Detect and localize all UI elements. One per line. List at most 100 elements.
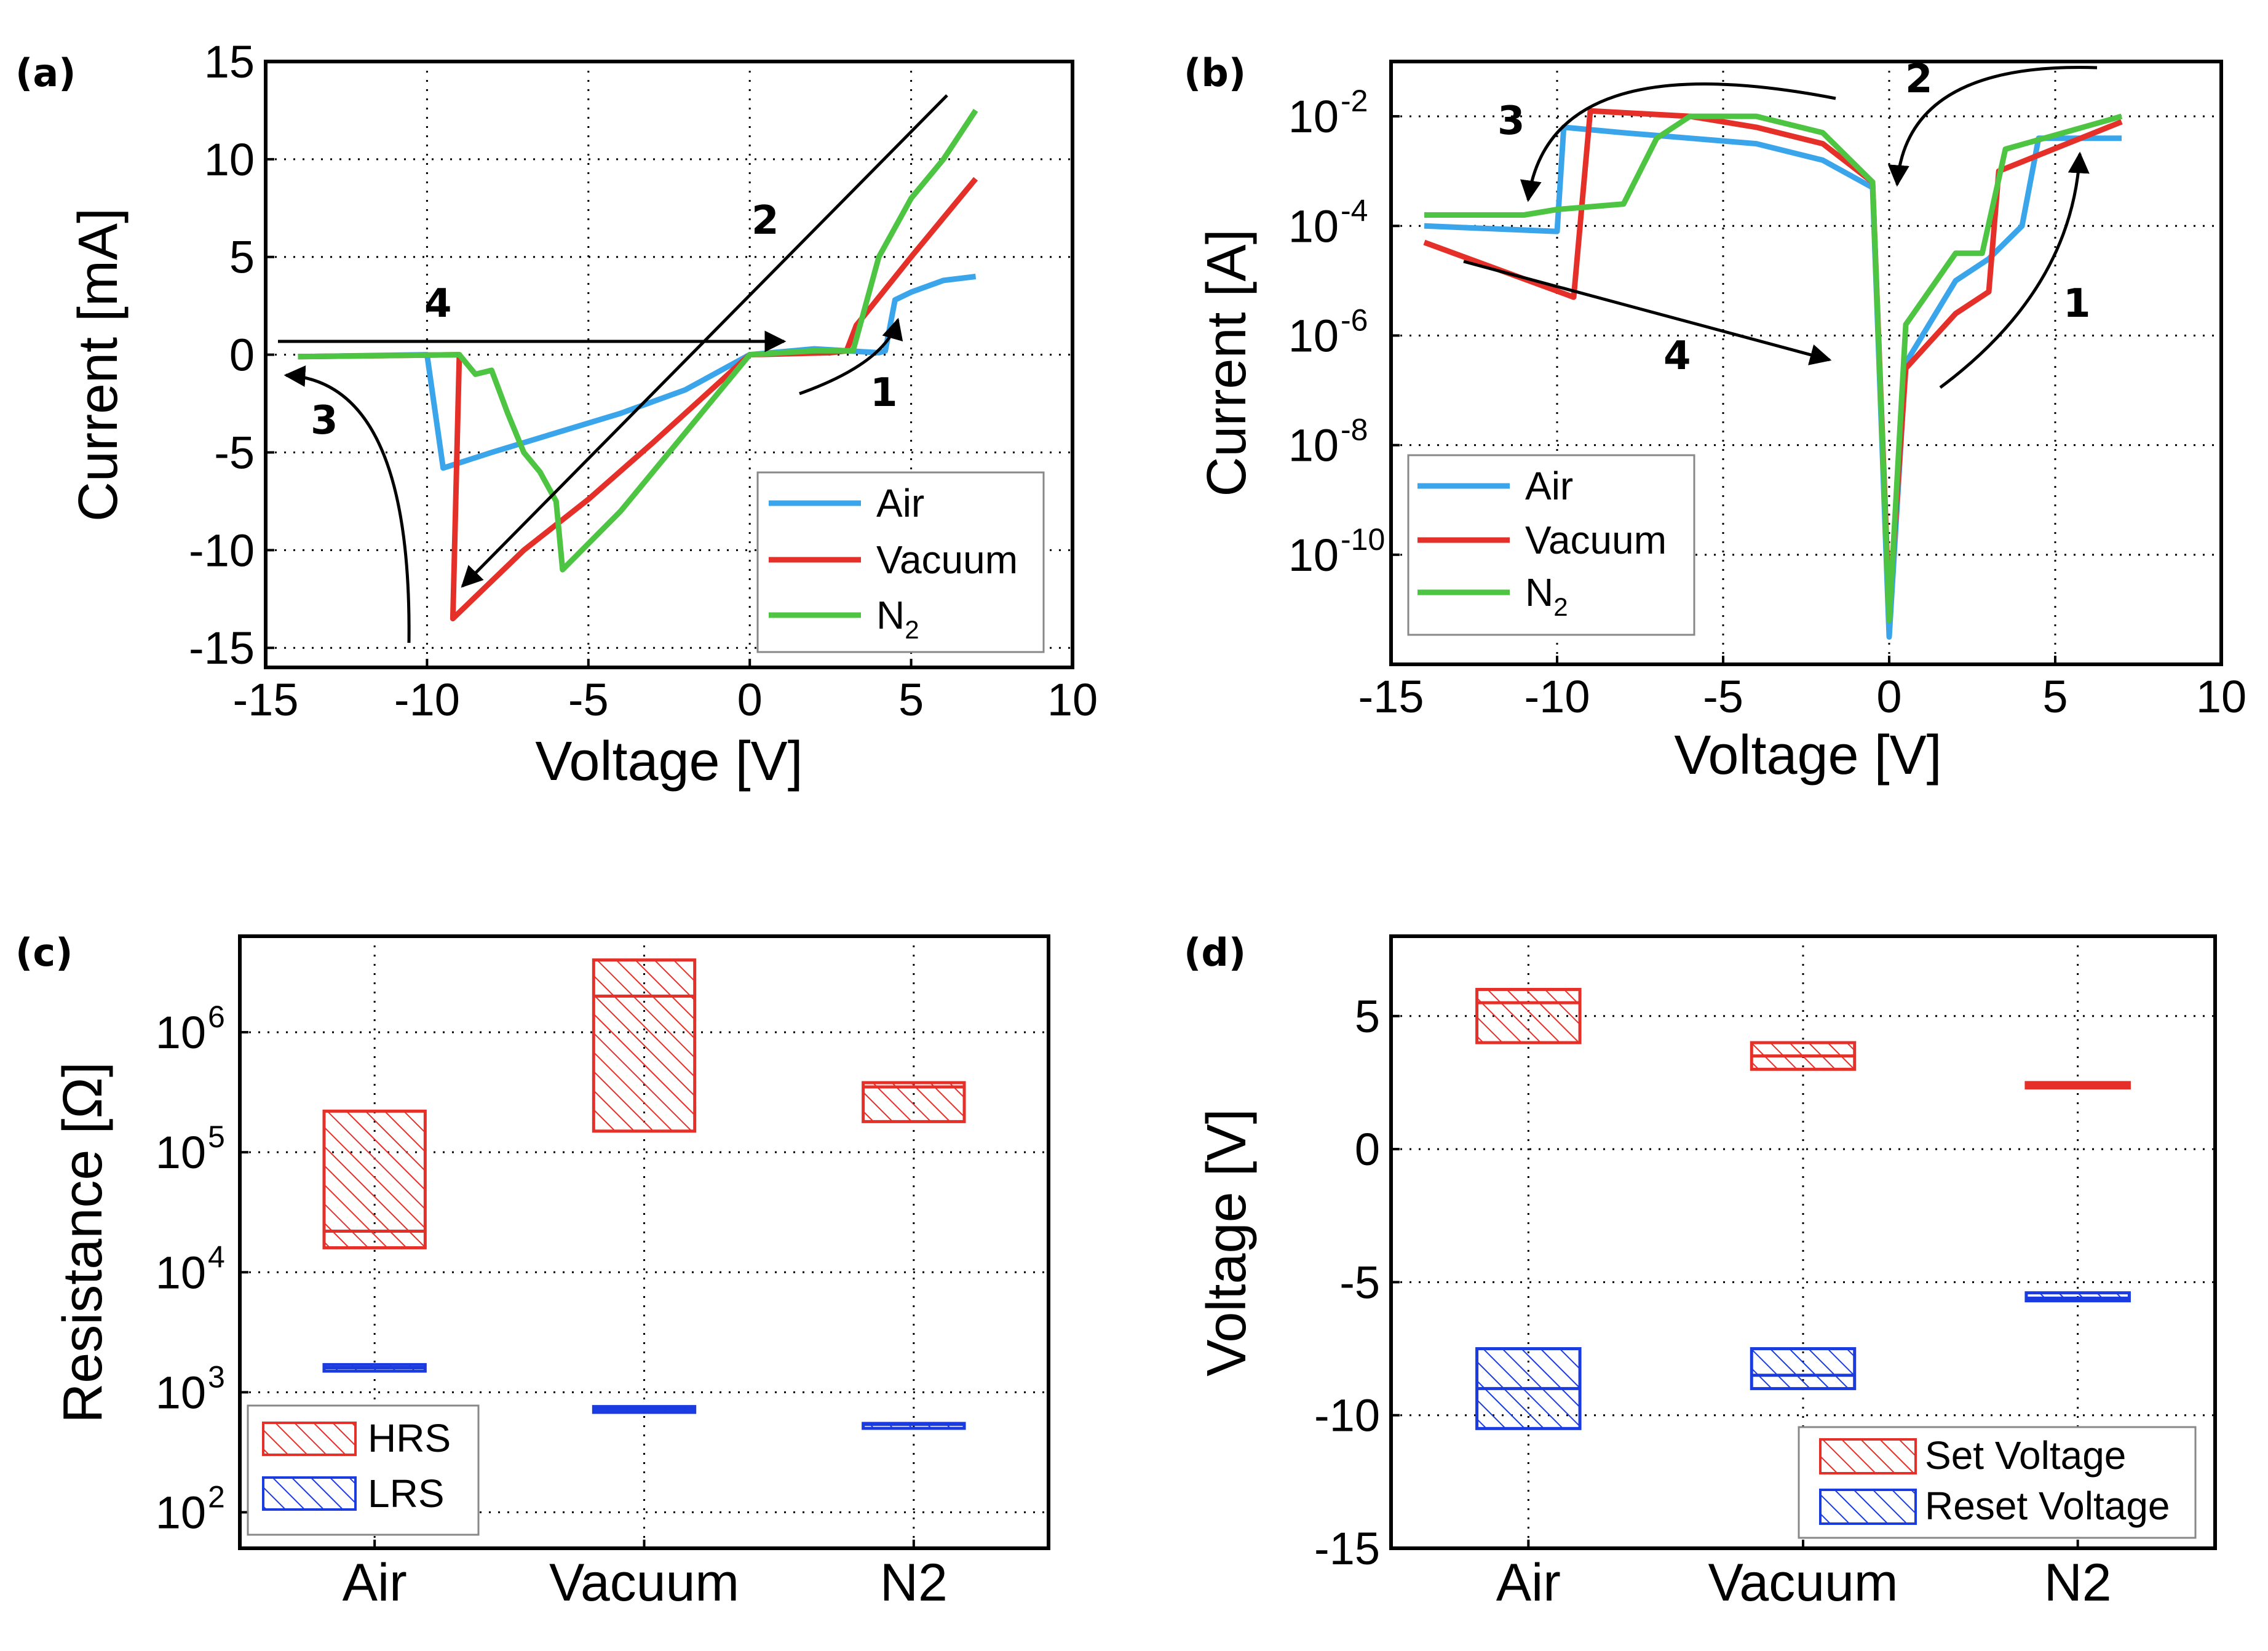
panel-c-legend-swatch-hrs [262, 1422, 357, 1456]
panel-b-ylabel: Current [A] [1196, 229, 1258, 496]
panel-b-legend-n2-base: N [1525, 570, 1553, 615]
y-tick-label: -10 [1314, 1390, 1380, 1441]
panel-b-annotation-1: 1 [2063, 281, 2091, 327]
box-set-voltage [1475, 988, 1582, 1044]
x-tick-label: 5 [2042, 671, 2068, 722]
panel-b-annotations: 1 2 3 4 [1463, 57, 2098, 389]
panel-b-arrow-2 [1887, 66, 2098, 187]
panel-a-legend-n2-base: N [876, 593, 905, 637]
panel-a-series [298, 108, 978, 622]
y-tick-label: -5 [214, 427, 255, 478]
y-tick-label: -15 [1314, 1523, 1380, 1574]
y-tick-exponent: 3 [208, 1359, 225, 1394]
panel-a-arrow-1 [799, 317, 903, 396]
y-tick-exponent: -6 [1341, 303, 1368, 337]
panel-c-boxes [322, 958, 966, 1430]
box-hrs [592, 958, 697, 1133]
panel-b-arrow-1 [1939, 151, 2090, 389]
panel-a-legend-n2-sub: 2 [905, 615, 919, 644]
y-tick-label: 10 [156, 1247, 206, 1298]
x-tick-label: -15 [233, 674, 299, 725]
y-tick-label: 10 [1288, 420, 1339, 471]
panel-b-legend-vacuum: Vacuum [1525, 518, 1667, 562]
y-tick-label: 5 [1355, 991, 1380, 1042]
y-tick-exponent: -4 [1341, 193, 1368, 228]
panel-b-annotation-2: 2 [1905, 57, 1933, 102]
x-tick-label: -10 [394, 674, 460, 725]
panel-c-legend-lrs: LRS [368, 1471, 445, 1516]
category-label: N2 [880, 1553, 948, 1612]
panel-d-label: (d) [1184, 930, 1246, 975]
y-tick-label: 10 [1288, 310, 1339, 361]
y-tick-label: 10 [156, 1127, 206, 1178]
series-line-n2 [298, 108, 978, 573]
x-tick-label: -15 [1358, 671, 1424, 722]
category-label: N2 [2044, 1553, 2112, 1612]
panel-b-arrow-3 [1520, 82, 1836, 202]
panel-d: (d) Air Vacuum N2 -15 -10 -5 0 5 Voltage [V] Se… [1184, 930, 2217, 1612]
y-tick-label: 10 [1288, 91, 1339, 142]
box-reset-voltage [1750, 1347, 1857, 1390]
panel-d-legend-set: Set Voltage [1925, 1433, 2126, 1478]
panel-c-legend-swatch-lrs [262, 1476, 357, 1511]
panel-a-ylabel: Current [mA] [68, 208, 129, 522]
box-hrs [862, 1081, 966, 1123]
panel-b-legend-n2: N2 [1525, 570, 1568, 621]
category-label: Air [343, 1553, 407, 1612]
panel-a-annotation-3: 3 [311, 398, 338, 444]
panel-a-legend: Air Vacuum N2 [756, 471, 1045, 653]
panel-d-ylabel: Voltage [V] [1196, 1108, 1258, 1376]
panel-b-grid [1391, 62, 2221, 664]
panel-a-legend-vacuum: Vacuum [876, 538, 1018, 582]
panel-b-legend-air: Air [1525, 464, 1573, 508]
y-tick-exponent: 5 [208, 1120, 225, 1154]
x-tick-label: 0 [1876, 671, 1901, 722]
panel-d-legend-swatch-set [1819, 1438, 1917, 1474]
series-line-vacuum [298, 177, 978, 622]
panel-c-grid [240, 936, 1049, 1548]
y-tick-label: -5 [1339, 1257, 1380, 1308]
panel-a: (a) -15 -10 -5 0 5 10 -15 -10 -5 0 5 10 15 Voltage [… [15, 36, 1098, 792]
y-tick-label: 10 [1288, 530, 1339, 581]
panel-c-legend-hrs: HRS [368, 1416, 451, 1460]
box-hrs [322, 1109, 427, 1249]
y-tick-label: 10 [1288, 201, 1339, 252]
x-tick-label: 5 [898, 674, 924, 725]
category-label: Vacuum [549, 1553, 739, 1612]
panel-d-legend-swatch-reset [1819, 1489, 1917, 1525]
panel-a-ticks: -15 -10 -5 0 5 10 -15 -10 -5 0 5 10 15 [189, 36, 1098, 725]
y-tick-label: -15 [189, 623, 255, 674]
y-tick-label: 5 [229, 232, 255, 283]
panel-a-legend-n2: N2 [876, 593, 919, 644]
panel-b-frame [1389, 60, 2223, 666]
panel-a-xlabel: Voltage [V] [535, 731, 803, 792]
panel-a-frame [264, 60, 1074, 669]
y-tick-exponent: 2 [208, 1479, 225, 1514]
panel-c-ylabel: Resistance [Ω] [52, 1062, 114, 1423]
x-tick-label: 10 [1047, 674, 1098, 725]
y-tick-label: 15 [204, 36, 255, 87]
y-tick-exponent: -8 [1341, 413, 1368, 447]
x-tick-label: 0 [737, 674, 763, 725]
panel-b-legend-n2-sub: 2 [1553, 592, 1568, 621]
y-tick-label: 10 [156, 1487, 206, 1538]
series-line-n2 [1424, 113, 2123, 624]
y-tick-exponent: 4 [208, 1239, 225, 1274]
panel-b-annotation-3: 3 [1497, 98, 1525, 144]
panel-a-annotation-4: 4 [424, 281, 452, 327]
panel-a-label: (a) [15, 50, 76, 95]
panel-a-annotations: 1 2 3 4 [278, 94, 948, 643]
y-tick-label: 0 [229, 330, 255, 381]
y-tick-exponent: -2 [1341, 84, 1368, 118]
panel-d-boxes [1475, 988, 2131, 1430]
y-tick-exponent: 6 [208, 1000, 225, 1034]
category-label: Air [1496, 1553, 1561, 1612]
y-tick-label: 10 [156, 1007, 206, 1058]
panel-b-label: (b) [1184, 50, 1246, 95]
panel-c-legend: HRS LRS [247, 1404, 480, 1536]
panel-b-xlabel: Voltage [V] [1674, 725, 1941, 786]
